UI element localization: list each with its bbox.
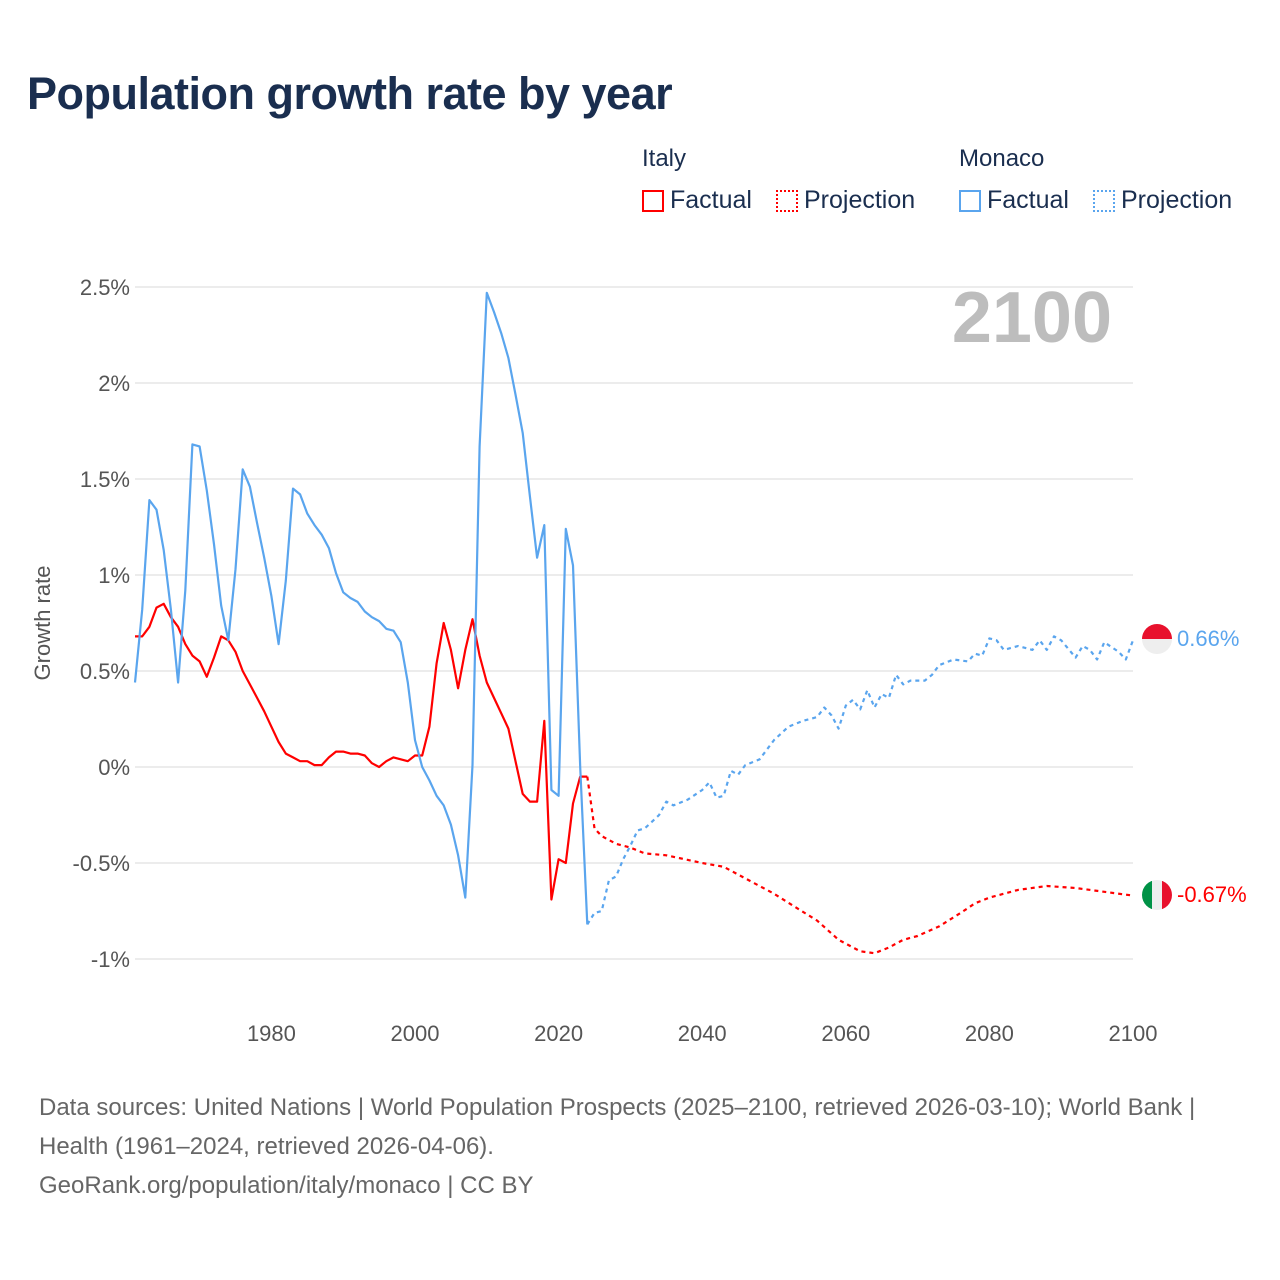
series-line-italy-projection	[586, 776, 1134, 955]
legend-label: Factual	[987, 186, 1069, 214]
legend-label: Projection	[1121, 186, 1233, 214]
legend-group-italy: Italy	[642, 145, 687, 172]
italy-end-label: -0.67%	[1177, 882, 1247, 907]
legend-italy-projection[interactable]: Projection	[776, 186, 915, 215]
y-tick-label: 0%	[98, 755, 130, 780]
legend-swatch-solid-icon	[959, 189, 981, 212]
x-tick-label: 2100	[1109, 1021, 1158, 1046]
sources: Data sources: United Nations | World Pop…	[39, 1088, 1239, 1205]
x-tick-label: 2020	[534, 1021, 583, 1046]
chart: 2.5% 2% 1.5% 1% 0.5% 0% -0.5% -1% 1980 2000 2020 20…	[30, 275, 1247, 1046]
x-tick-label: 1980	[247, 1021, 296, 1046]
series-line-monaco-factual	[133, 291, 589, 925]
legend-italy-factual[interactable]: Factual	[642, 186, 752, 215]
y-tick-label: 2%	[98, 371, 130, 396]
sources-text: Data sources: United Nations | World Pop…	[39, 1094, 1196, 1160]
legend-swatch-dotted-icon	[776, 189, 798, 212]
legend-group-monaco: Monaco	[959, 145, 1045, 172]
legend-swatch-solid-icon	[642, 189, 664, 212]
series-line-monaco-projection	[586, 635, 1135, 925]
legend-swatch-dotted-icon	[1093, 189, 1115, 212]
x-tick-label: 2060	[821, 1021, 870, 1046]
legend-label: Projection	[804, 186, 916, 214]
legend-monaco-projection[interactable]: Projection	[1093, 186, 1232, 215]
series-line-italy-factual	[135, 602, 588, 901]
x-tick-label: 2000	[391, 1021, 440, 1046]
x-tick-label: 2080	[965, 1021, 1014, 1046]
monaco-flag-icon	[1142, 624, 1172, 654]
y-tick-label: 1%	[98, 563, 130, 588]
y-tick-label: 2.5%	[80, 275, 130, 300]
y-axis-label: Growth rate	[30, 566, 55, 681]
legend-monaco-factual[interactable]: Factual	[959, 186, 1069, 215]
y-tick-label: -0.5%	[73, 851, 130, 876]
source-link[interactable]: GeoRank.org/population/italy/monaco | CC…	[39, 1172, 534, 1199]
year-label: 2100	[952, 278, 1112, 358]
y-tick-label: 0.5%	[80, 659, 130, 684]
y-tick-label: -1%	[91, 947, 130, 972]
legend-label: Factual	[670, 186, 752, 214]
y-tick-label: 1.5%	[80, 467, 130, 492]
page-title: Population growth rate by year	[27, 68, 673, 119]
monaco-end-label: 0.66%	[1177, 626, 1239, 651]
italy-flag-icon	[1142, 880, 1172, 910]
x-tick-label: 2040	[678, 1021, 727, 1046]
